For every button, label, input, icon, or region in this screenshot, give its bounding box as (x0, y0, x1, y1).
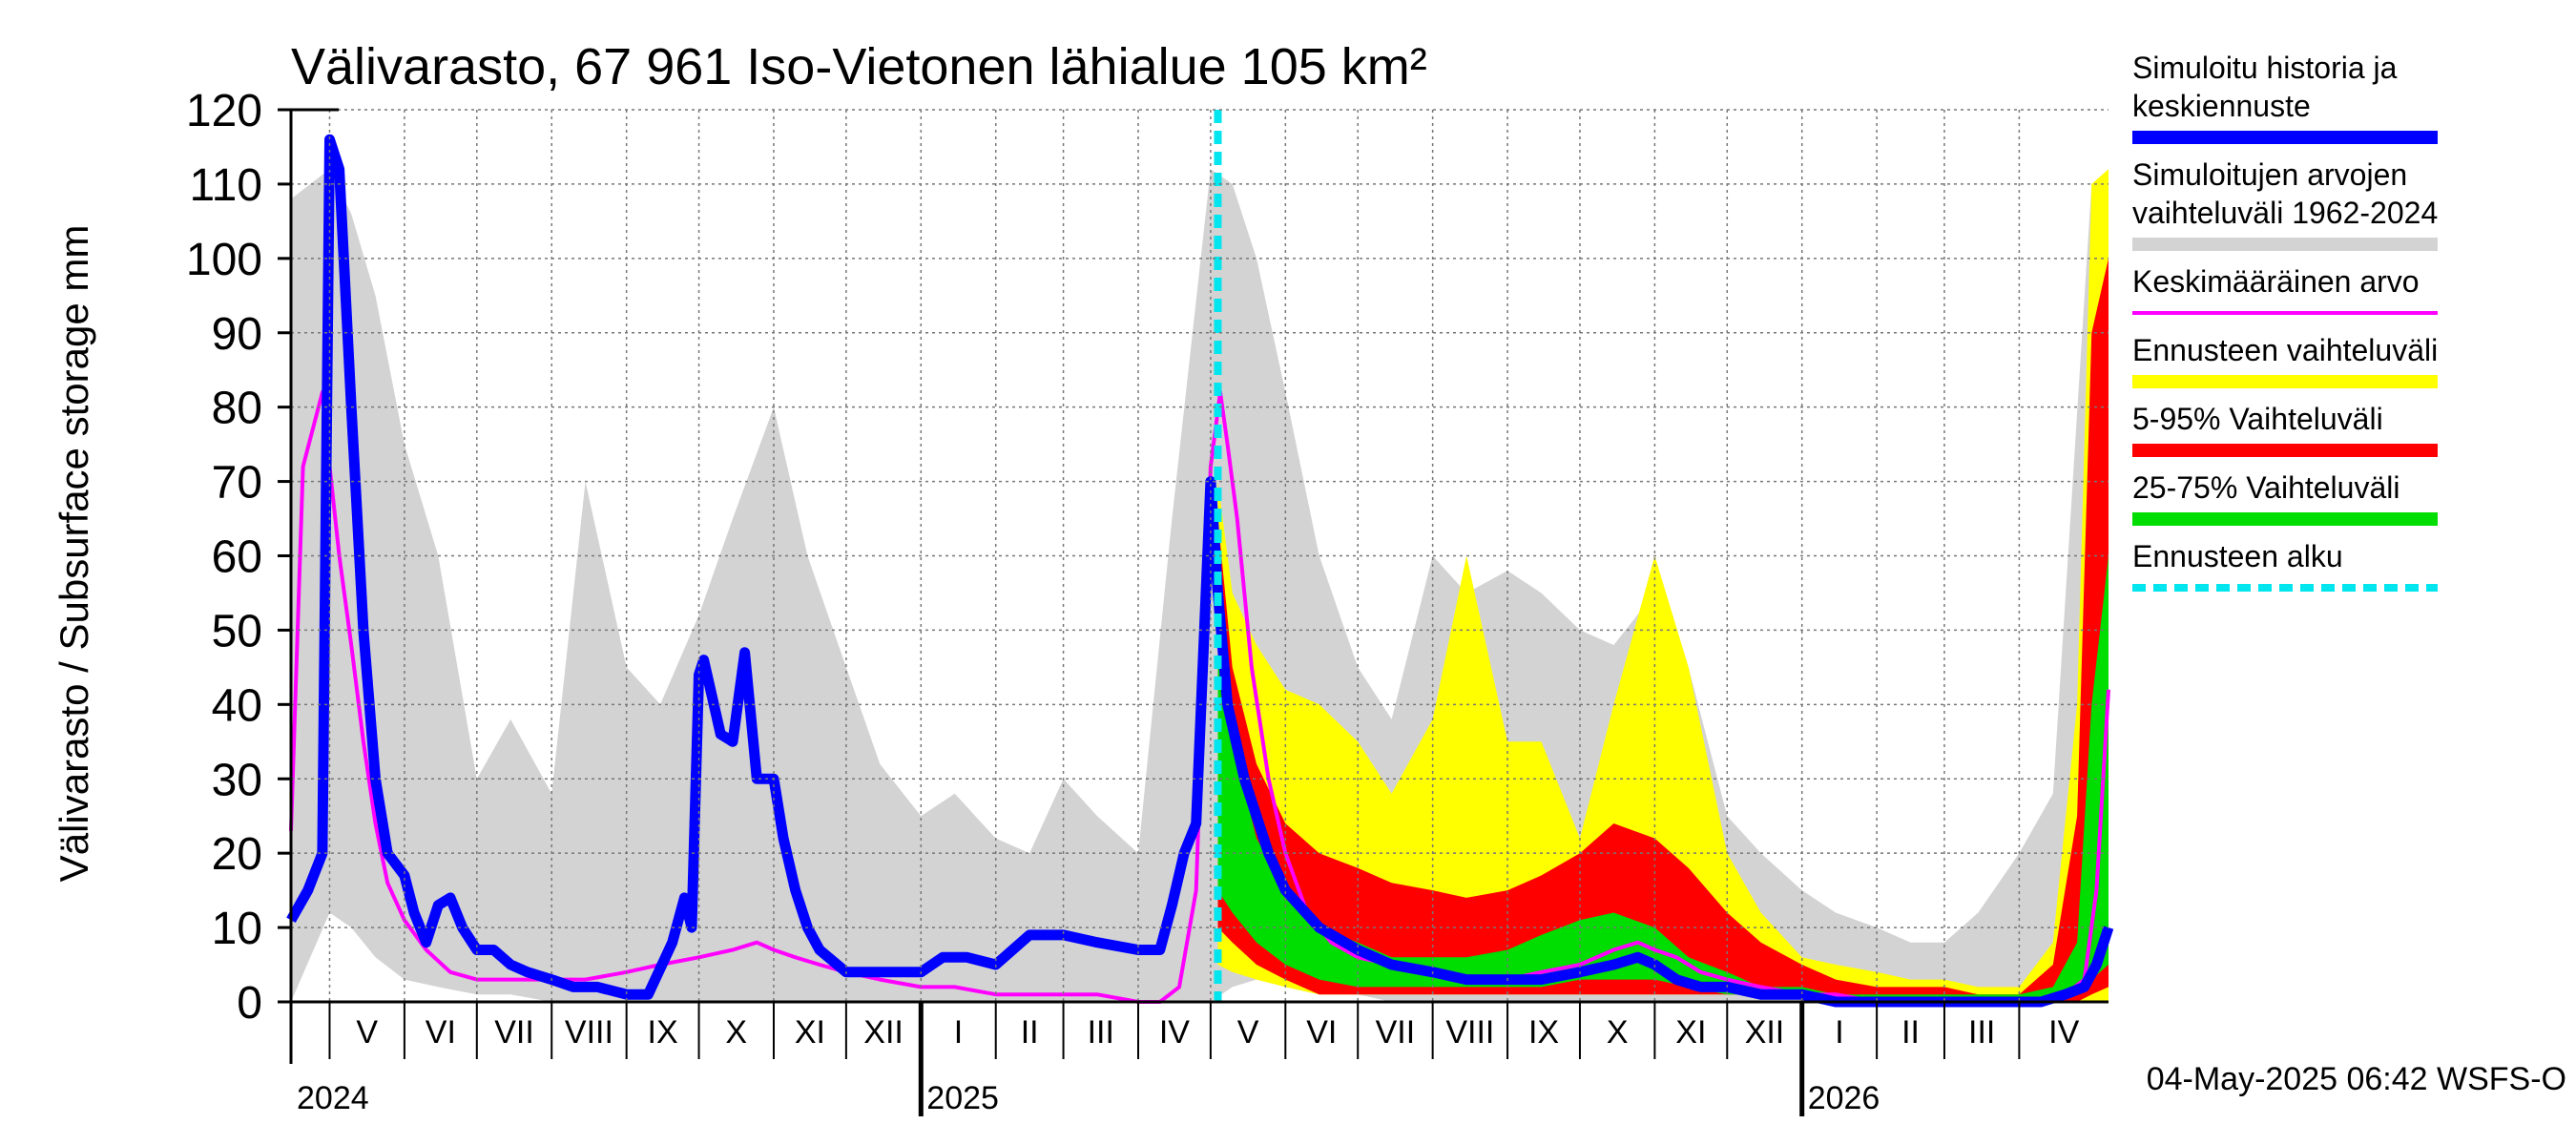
month-label: VIII (1445, 1014, 1494, 1051)
legend-label: 25-75% Vaihteluväli (2132, 470, 2399, 505)
chart-title: Välivarasto, 67 961 Iso-Vietonen lähialu… (291, 38, 1427, 95)
y-tick-label: 20 (212, 829, 262, 880)
y-tick-label: 10 (212, 904, 262, 954)
month-label: XII (863, 1014, 904, 1051)
year-label: 2025 (926, 1080, 999, 1116)
series-band-3 (1217, 555, 2109, 1002)
month-label: I (954, 1014, 963, 1051)
month-label: XI (795, 1014, 825, 1051)
y-tick-label: 100 (186, 235, 262, 285)
month-label: II (1901, 1014, 1920, 1051)
y-tick-label: 90 (212, 309, 262, 360)
month-label: III (1088, 1014, 1114, 1051)
month-label: I (1835, 1014, 1843, 1051)
month-label: IV (1159, 1014, 1190, 1051)
y-tick-label: 30 (212, 755, 262, 805)
y-tick-label: 0 (237, 978, 262, 1029)
year-label: 2024 (297, 1080, 369, 1116)
legend-label: Keskimääräinen arvo (2132, 264, 2420, 299)
legend: Simuloitu historia ja keskiennuste Simuloi… (2132, 51, 2438, 592)
month-label: VI (1306, 1014, 1337, 1051)
month-label: III (1968, 1014, 1995, 1051)
legend-label: 5-95% Vaihteluväli (2132, 402, 2383, 436)
month-label: X (725, 1014, 747, 1051)
y-tick-label: 60 (212, 532, 262, 583)
month-label: VI (426, 1014, 456, 1051)
series-line-5 (286, 134, 2114, 1008)
series-line-4 (289, 390, 2110, 1004)
year-label: 2026 (1808, 1080, 1880, 1116)
y-axis-label: Välivarasto / Subsurface storage mm (52, 225, 96, 883)
month-label: IX (648, 1014, 678, 1051)
month-label: V (1237, 1014, 1259, 1051)
series-band-1 (1217, 169, 2109, 1003)
month-label: IX (1528, 1014, 1559, 1051)
month-label: V (356, 1014, 378, 1051)
legend-label: keskiennuste (2132, 89, 2311, 123)
y-tick-label: 110 (189, 160, 262, 211)
month-label: XI (1675, 1014, 1706, 1051)
legend-label: vaihteluväli 1962-2024 (2132, 196, 2438, 230)
timestamp-footer: 04-May-2025 06:42 WSFS-O (2147, 1061, 2566, 1097)
month-label: VII (494, 1014, 534, 1051)
y-tick-label: 50 (212, 606, 262, 656)
y-tick-label: 40 (212, 680, 262, 731)
series-band-0 (291, 169, 2109, 1003)
legend-label: Ennusteen alku (2132, 539, 2343, 573)
y-tick-label: 70 (212, 458, 262, 509)
legend-label: Ennusteen vaihteluväli (2132, 333, 2438, 367)
month-label: XII (1745, 1014, 1785, 1051)
month-label: IV (2048, 1014, 2079, 1051)
legend-label: Simuloitujen arvojen (2132, 157, 2407, 192)
month-label: X (1607, 1014, 1629, 1051)
month-label: II (1021, 1014, 1039, 1051)
month-label: VII (1376, 1014, 1416, 1051)
y-tick-label: 120 (186, 86, 262, 136)
y-tick-label: 80 (212, 384, 262, 434)
month-label: VIII (565, 1014, 613, 1051)
legend-label: Simuloitu historia ja (2132, 51, 2398, 85)
